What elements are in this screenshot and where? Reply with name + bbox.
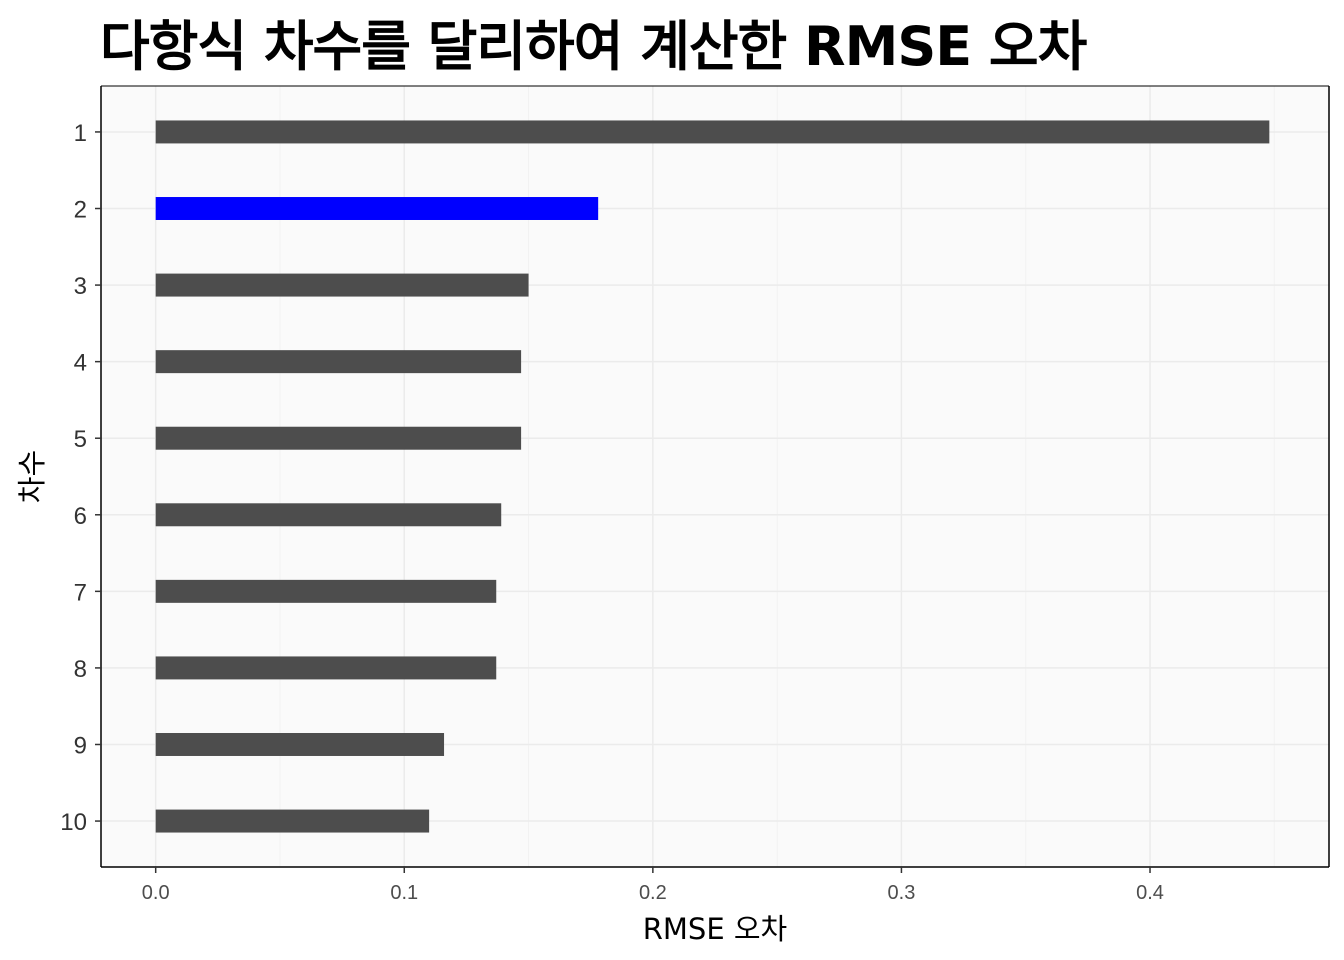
- x-tick-label: 0.3: [888, 882, 916, 904]
- bar-3: [155, 273, 529, 297]
- bar-7: [155, 579, 497, 603]
- chart-title: 다항식 차수를 달리하여 계산한 RMSE 오차: [100, 15, 1087, 78]
- x-tick-label: 0.2: [639, 882, 667, 904]
- y-axis-title: 차수: [15, 450, 49, 503]
- y-tick-label: 3: [74, 273, 87, 300]
- y-tick-label: 5: [74, 426, 87, 453]
- x-tick-label: 0.1: [390, 882, 418, 904]
- y-tick-label: 9: [74, 732, 87, 759]
- bar-2: [155, 197, 599, 220]
- y-tick-label: 6: [74, 503, 87, 530]
- bar-9: [155, 733, 445, 756]
- y-tick-label: 7: [74, 579, 87, 606]
- y-tick-label: 8: [74, 656, 87, 683]
- bar-6: [155, 503, 502, 527]
- x-tick-label: 0.4: [1136, 882, 1164, 904]
- x-tick-label: 0.0: [142, 882, 170, 904]
- y-tick-label: 2: [74, 197, 87, 224]
- bar-8: [155, 656, 497, 680]
- y-tick-label: 4: [74, 350, 87, 377]
- axes: 1 2 3 4 5 6 7 8 9 10 0.0 0.1 0.2 0.3 0.4: [60, 85, 1330, 904]
- bar-5: [155, 426, 522, 450]
- y-tick-label: 1: [74, 120, 87, 147]
- bar-1: [155, 120, 1270, 144]
- bar-10: [155, 809, 430, 833]
- x-axis-title: RMSE 오차: [643, 912, 787, 946]
- y-tick-label: 10: [60, 809, 87, 836]
- bars: [155, 120, 1270, 833]
- bar-4: [155, 350, 522, 374]
